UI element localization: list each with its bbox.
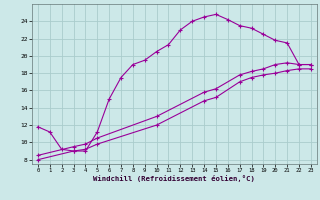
X-axis label: Windchill (Refroidissement éolien,°C): Windchill (Refroidissement éolien,°C) <box>93 175 255 182</box>
